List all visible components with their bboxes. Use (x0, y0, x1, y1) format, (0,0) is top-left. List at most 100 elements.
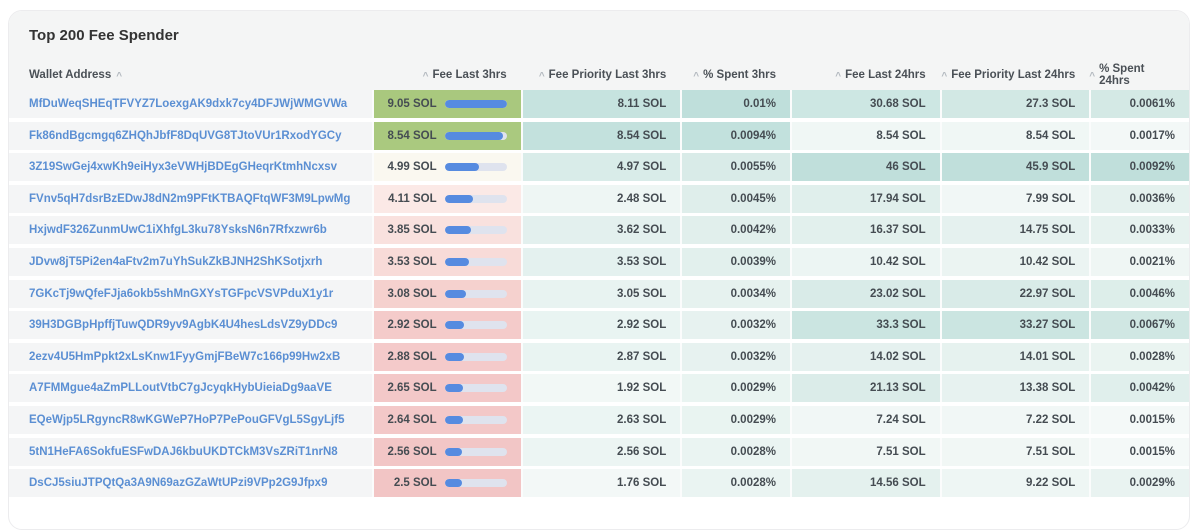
fee-priority-value: 10.42 SOL (1019, 255, 1076, 268)
cell-pct-spent-3hrs: 0.0055% (680, 153, 790, 182)
fee-priority-value: 8.11 SOL (617, 98, 667, 110)
fee-priority-value: 8.54 SOL (617, 129, 667, 142)
cell-pct-spent-24hrs: 0.0021% (1089, 247, 1189, 276)
pct-spent-value: 0.0034% (730, 287, 776, 300)
fee-bar-fill (444, 289, 466, 298)
table-row: 7GKcTj9wQfeFJja6okb5shMnGXYsTGFpcVSVPduX… (9, 279, 1189, 308)
table-row: Fk86ndBgcmgq6ZHQhJbfF8DqUVG8TJtoVUr1Rxod… (9, 121, 1189, 150)
cell-fee-priority-last-24hrs: 7.51 SOL (939, 437, 1090, 466)
cell-fee-priority-last-24hrs: 45.9 SOL (939, 153, 1090, 182)
cell-fee-priority-last-3hrs: 8.54 SOL (520, 121, 681, 150)
cell-wallet-address: EQeWjp5LRgyncR8wKGWeP7HoP7PePouGFVgL5Sgy… (9, 405, 373, 434)
cell-fee-priority-last-24hrs: 27.3 SOL (939, 90, 1090, 118)
fee-bar-track (444, 415, 507, 424)
fee-value: 23.02 SOL (869, 287, 926, 300)
fee-value: 7.51 SOL (876, 445, 926, 458)
fee-priority-value: 27.3 SOL (1026, 98, 1076, 110)
cell-fee-last-3hrs: 2.92 SOL (372, 311, 521, 340)
wallet-address-link[interactable]: EQeWjp5LRgyncR8wKGWeP7HoP7PePouGFVgL5Sgy… (29, 413, 345, 426)
column-header-wallet-address[interactable]: Wallet Address ^ (9, 69, 372, 82)
cell-fee-last-3hrs: 2.5 SOL (372, 469, 521, 498)
column-header-label: Fee Last 3hrs (432, 69, 507, 81)
cell-fee-priority-last-3hrs: 3.62 SOL (520, 216, 681, 245)
wallet-address-link[interactable]: FVnv5qH7dsrBzEDwJ8dN2m9PFtKTBAQFtqWF3M9L… (29, 192, 351, 205)
column-header-fee-last-3hrs[interactable]: ^ Fee Last 3hrs (372, 69, 521, 82)
fee-bar-track (444, 352, 507, 361)
table-row: 2ezv4U5HmPpkt2xLsKnw1FyyGmjFBeW7c166p99H… (9, 342, 1189, 371)
fee-bar-track (444, 226, 507, 235)
wallet-address-link[interactable]: 7GKcTj9wQfeFJja6okb5shMnGXYsTGFpcVSVPduX… (29, 287, 334, 300)
wallet-address-link[interactable]: Fk86ndBgcmgq6ZHQhJbfF8DqUVG8TJtoVUr1Rxod… (29, 129, 342, 142)
wallet-address-link[interactable]: MfDuWeqSHEqTFVYZ7LoexgAK9dxk7cy4DFJWjWMG… (29, 98, 348, 110)
fee-priority-value: 4.97 SOL (617, 161, 667, 174)
fee-value: 10.42 SOL (869, 255, 926, 268)
cell-fee-priority-last-3hrs: 2.56 SOL (520, 437, 681, 466)
cell-pct-spent-3hrs: 0.0029% (680, 374, 790, 403)
fee-bar-fill (444, 321, 465, 330)
fee-bar-track (444, 384, 507, 393)
cell-fee-last-24hrs: 14.56 SOL (789, 469, 940, 498)
wallet-address-link[interactable]: A7FMMgue4aZmPLLoutVtbC7gJcyqkHybUieiaDg9… (29, 382, 332, 395)
cell-wallet-address: Fk86ndBgcmgq6ZHQhJbfF8DqUVG8TJtoVUr1Rxod… (9, 121, 373, 150)
pct-spent-value: 0.0067% (1129, 319, 1175, 332)
cell-fee-priority-last-3hrs: 4.97 SOL (520, 153, 681, 182)
wallet-address-link[interactable]: DsCJ5siuJTPQtQa3A9N69azGZaWtUPzi9VPp2G9J… (29, 477, 328, 490)
fee-priority-value: 7.22 SOL (1026, 413, 1076, 426)
fee-value: 3.53 SOL (387, 255, 437, 268)
cell-wallet-address: DsCJ5siuJTPQtQa3A9N69azGZaWtUPzi9VPp2G9J… (9, 469, 373, 498)
wallet-address-link[interactable]: 5tN1HeFA6SokfuESFwDAJ6kbuUKDTCkM3VsZRiT1… (29, 445, 338, 458)
fee-bar-fill (444, 415, 463, 424)
wallet-address-link[interactable]: 2ezv4U5HmPpkt2xLsKnw1FyyGmjFBeW7c166p99H… (29, 350, 341, 363)
fee-priority-value: 22.97 SOL (1019, 287, 1076, 300)
pct-spent-value: 0.0045% (730, 192, 776, 205)
cell-pct-spent-24hrs: 0.0036% (1089, 184, 1189, 213)
fee-bar-fill (444, 194, 473, 203)
cell-pct-spent-24hrs: 0.0092% (1089, 153, 1189, 182)
cell-pct-spent-3hrs: 0.0029% (680, 405, 790, 434)
column-header-fee-last-24hrs[interactable]: ^ Fee Last 24hrs (790, 69, 940, 82)
column-header-fee-priority-last-3hrs[interactable]: ^ Fee Priority Last 3hrs (521, 69, 681, 82)
cell-fee-priority-last-3hrs: 2.48 SOL (520, 184, 681, 213)
fee-value: 3.08 SOL (387, 287, 437, 300)
cell-pct-spent-3hrs: 0.0034% (680, 279, 790, 308)
fee-bar-fill (444, 257, 469, 266)
cell-fee-last-3hrs: 2.88 SOL (372, 342, 521, 371)
cell-fee-last-3hrs: 2.64 SOL (372, 405, 521, 434)
pct-spent-value: 0.0029% (730, 382, 776, 395)
fee-value: 16.37 SOL (869, 224, 926, 237)
cell-fee-priority-last-3hrs: 1.76 SOL (520, 469, 681, 498)
cell-fee-last-24hrs: 30.68 SOL (789, 90, 940, 118)
cell-pct-spent-24hrs: 0.0017% (1089, 121, 1189, 150)
cell-fee-last-3hrs: 8.54 SOL (372, 121, 521, 150)
column-header-pct-spent-3hrs[interactable]: ^ % Spent 3hrs (680, 69, 790, 82)
pct-spent-value: 0.0028% (730, 445, 776, 458)
fee-value: 9.05 SOL (387, 98, 437, 110)
sort-caret-icon: ^ (1089, 70, 1096, 82)
column-header-fee-priority-last-24hrs[interactable]: ^ Fee Priority Last 24hrs (940, 69, 1090, 82)
pct-spent-value: 0.0042% (1129, 382, 1175, 395)
wallet-address-link[interactable]: 3Z19SwGej4xwKh9eiHyx3eVWHjBDEgGHeqrKtmhN… (29, 161, 338, 174)
sort-caret-icon: ^ (693, 70, 700, 82)
wallet-address-link[interactable]: 39H3DGBpHpffjTuwQDR9yv9AgbK4U4hesLdsVZ9y… (29, 319, 338, 332)
cell-fee-last-3hrs: 3.08 SOL (372, 279, 521, 308)
fee-priority-value: 2.63 SOL (617, 413, 667, 426)
column-header-label: Wallet Address (29, 69, 112, 81)
cell-fee-last-24hrs: 16.37 SOL (789, 216, 940, 245)
column-header-pct-spent-24hrs[interactable]: ^ % Spent 24hrs (1089, 63, 1189, 87)
fee-priority-value: 13.38 SOL (1019, 382, 1076, 395)
cell-fee-last-24hrs: 14.02 SOL (789, 342, 940, 371)
fee-bar-fill (444, 100, 507, 108)
card-header: Top 200 Fee Spender Wallet Address ^ ^ F… (9, 11, 1189, 90)
cell-fee-last-3hrs: 4.99 SOL (372, 153, 521, 182)
pct-spent-value: 0.0015% (1129, 445, 1175, 458)
fee-value: 2.92 SOL (387, 319, 437, 332)
fee-value: 21.13 SOL (869, 382, 926, 395)
fee-bar-fill (444, 447, 463, 456)
cell-wallet-address: JDvw8jT5Pi2en4aFtv2m7uYhSukZkBJNH2ShKSot… (9, 247, 373, 276)
column-header-label: Fee Priority Last 24hrs (951, 69, 1076, 81)
wallet-address-link[interactable]: HxjwdF326ZunmUwC1iXhfgL3ku78YsksN6n7Rfxz… (29, 224, 327, 237)
table-row: EQeWjp5LRgyncR8wKGWeP7HoP7PePouGFVgL5Sgy… (9, 405, 1189, 434)
cell-fee-priority-last-3hrs: 2.63 SOL (520, 405, 681, 434)
wallet-address-link[interactable]: JDvw8jT5Pi2en4aFtv2m7uYhSukZkBJNH2ShKSot… (29, 255, 323, 268)
cell-pct-spent-24hrs: 0.0046% (1089, 279, 1189, 308)
